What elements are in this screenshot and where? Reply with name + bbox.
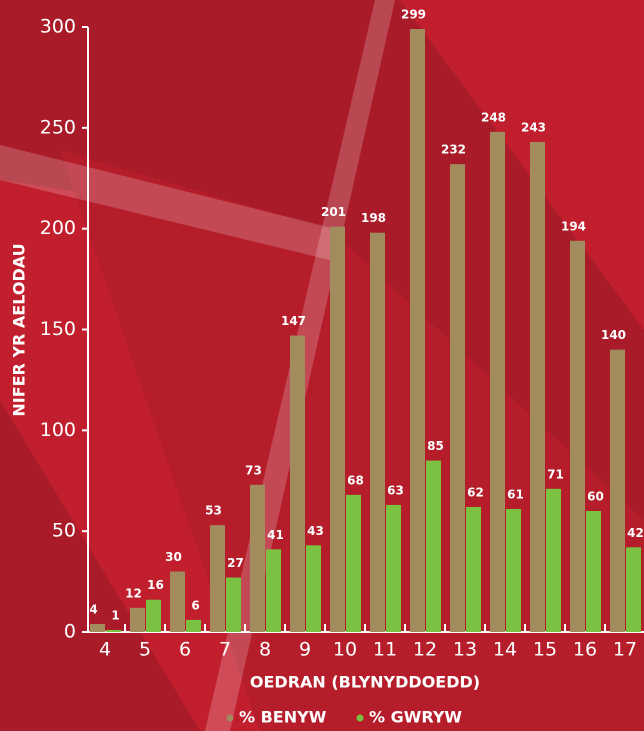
x-tick-label: 6	[179, 639, 191, 661]
legend: % BENYW % GWRYW	[226, 708, 462, 727]
value-label: 68	[347, 473, 364, 487]
bar	[546, 488, 561, 632]
bar	[130, 607, 145, 632]
value-label: 248	[481, 110, 506, 124]
legend-swatch	[356, 714, 364, 722]
value-label: 140	[601, 328, 626, 342]
y-axis-title: NIFER YR AELODAU	[10, 243, 29, 416]
y-tick-label: 150	[40, 318, 76, 340]
y-tick-label: 300	[40, 16, 76, 38]
value-label: 30	[165, 550, 182, 564]
value-label: 42	[627, 526, 644, 540]
bar	[490, 131, 505, 632]
x-tick-label: 8	[259, 639, 271, 661]
y-tick-label: 100	[40, 419, 76, 441]
value-label: 43	[307, 524, 324, 538]
bar	[290, 335, 305, 632]
value-label: 1	[111, 608, 119, 622]
y-tick-label: 200	[40, 217, 76, 239]
value-label: 198	[361, 211, 386, 225]
value-label: 63	[387, 483, 404, 497]
bar	[426, 460, 441, 632]
value-label: 16	[147, 578, 164, 592]
bar	[570, 240, 585, 632]
bar	[346, 494, 361, 632]
bar	[210, 525, 225, 632]
x-tick-label: 15	[533, 639, 557, 661]
bar	[306, 545, 321, 632]
bar	[330, 226, 345, 632]
value-label: 4	[89, 602, 97, 616]
x-tick-label: 13	[453, 639, 477, 661]
bar	[226, 577, 241, 632]
bar	[626, 547, 641, 632]
y-tick-label: 0	[64, 621, 76, 643]
value-label: 71	[547, 467, 564, 481]
value-label: 61	[507, 487, 524, 501]
x-tick-label: 11	[373, 639, 397, 661]
bar	[250, 484, 265, 632]
x-tick-label: 5	[139, 639, 151, 661]
value-label: 201	[321, 205, 346, 219]
value-label: 73	[245, 463, 262, 477]
value-label: 6	[191, 598, 199, 612]
x-tick-label: 7	[219, 639, 231, 661]
value-label: 62	[467, 485, 484, 499]
bar	[610, 349, 625, 632]
value-label: 299	[401, 8, 426, 22]
bar	[266, 549, 281, 632]
value-label: 12	[125, 586, 142, 600]
x-tick-label: 4	[99, 639, 111, 661]
x-tick-label: 9	[299, 639, 311, 661]
bar	[370, 232, 385, 632]
legend-label: % BENYW	[239, 708, 327, 727]
bar	[106, 629, 121, 632]
bar	[506, 508, 521, 632]
x-tick-label: 12	[413, 639, 437, 661]
bar	[410, 29, 425, 633]
legend-label: % GWRYW	[369, 708, 462, 727]
bar	[170, 571, 185, 632]
value-label: 232	[441, 143, 466, 157]
x-tick-label: 17	[613, 639, 637, 661]
x-tick-label: 10	[333, 639, 357, 661]
y-tick-label: 50	[52, 520, 76, 542]
value-label: 147	[281, 314, 306, 328]
value-label: 53	[205, 504, 222, 518]
bar	[450, 164, 465, 632]
x-tick-label: 16	[573, 639, 597, 661]
bar	[386, 504, 401, 632]
bar	[146, 599, 161, 632]
value-label: 85	[427, 439, 444, 453]
value-label: 41	[267, 528, 284, 542]
x-axis-title: OEDRAN (BLYNYDDOEDD)	[250, 673, 480, 692]
legend-swatch	[226, 714, 234, 722]
y-tick-label: 250	[40, 116, 76, 138]
value-label: 194	[561, 219, 586, 233]
x-tick-label: 14	[493, 639, 517, 661]
bar	[530, 141, 545, 632]
value-label: 60	[587, 490, 604, 504]
value-label: 243	[521, 120, 546, 134]
bar	[90, 623, 105, 632]
bar	[466, 506, 481, 632]
bar	[186, 619, 201, 632]
bar	[586, 511, 601, 632]
value-label: 27	[227, 556, 244, 570]
